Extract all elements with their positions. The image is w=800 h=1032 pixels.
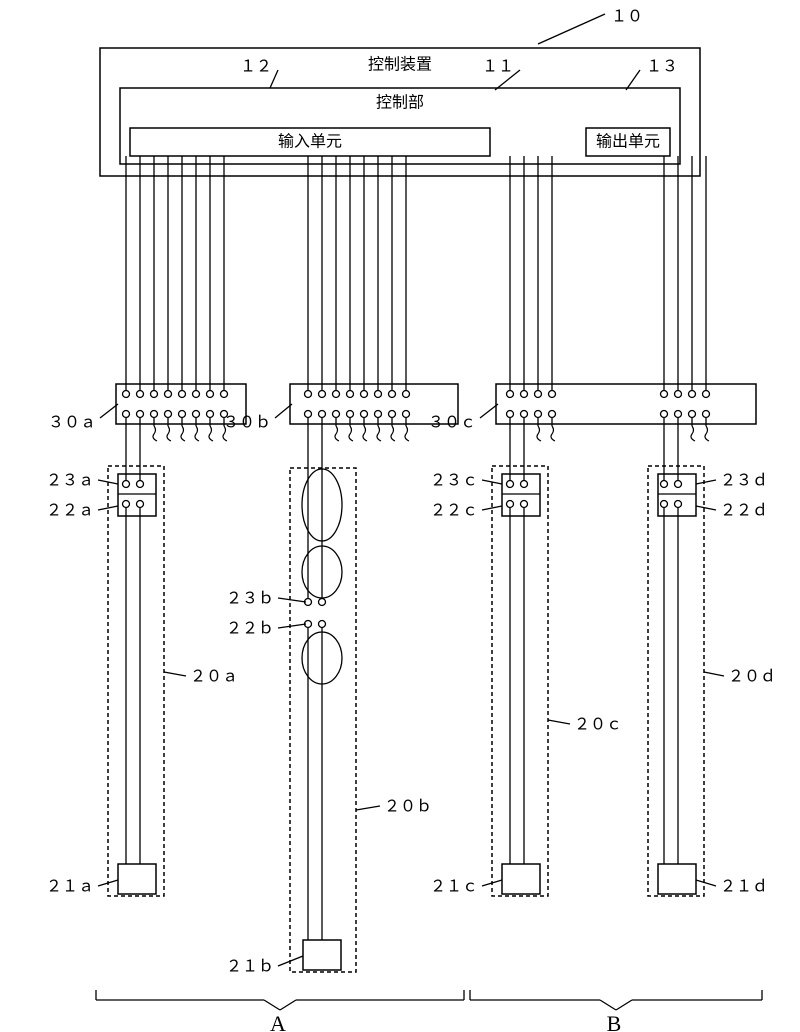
svg-text:２０ｃ: ２０ｃ — [574, 717, 622, 734]
svg-text:２３ｃ: ２３ｃ — [430, 473, 478, 490]
svg-text:３０ｂ: ３０ｂ — [223, 415, 271, 432]
svg-text:１０: １０ — [611, 9, 643, 26]
svg-text:３０ｃ: ３０ｃ — [428, 415, 476, 432]
svg-text:２２ａ: ２２ａ — [46, 503, 94, 520]
svg-text:B: B — [607, 1011, 626, 1032]
svg-text:１３: １３ — [646, 59, 678, 76]
svg-text:２１ｄ: ２１ｄ — [720, 879, 768, 896]
svg-text:２１ｃ: ２１ｃ — [430, 879, 478, 896]
svg-text:２２ｃ: ２２ｃ — [430, 503, 478, 520]
svg-text:２１ａ: ２１ａ — [46, 879, 94, 896]
svg-text:２１ｂ: ２１ｂ — [226, 959, 274, 976]
svg-text:１２: １２ — [240, 59, 272, 76]
svg-text:２３ｂ: ２３ｂ — [226, 591, 274, 608]
svg-text:输出单元: 输出单元 — [596, 133, 660, 151]
svg-text:２３ａ: ２３ａ — [46, 473, 94, 490]
svg-text:２２ｂ: ２２ｂ — [226, 621, 274, 638]
svg-text:２０ｄ: ２０ｄ — [728, 669, 776, 686]
svg-text:２２ｄ: ２２ｄ — [720, 503, 768, 520]
diagram: 控制装置 １０ 控制部 １１ 输入单元 １２ 输出单元 １３ ３０ａ ３０ｂ ３０ｃ ２３ａ ２２ａ ２０… — [0, 0, 800, 1032]
svg-text:３０ａ: ３０ａ — [48, 415, 96, 432]
svg-text:２０ａ: ２０ａ — [190, 669, 238, 686]
svg-text:２３ｄ: ２３ｄ — [720, 473, 768, 490]
svg-text:１１: １１ — [482, 59, 514, 76]
svg-text:输入单元: 输入单元 — [278, 133, 342, 151]
svg-text:控制部: 控制部 — [376, 94, 424, 112]
svg-text:控制装置: 控制装置 — [368, 56, 432, 74]
svg-text:２０ｂ: ２０ｂ — [384, 799, 432, 816]
svg-text:A: A — [270, 1011, 290, 1032]
